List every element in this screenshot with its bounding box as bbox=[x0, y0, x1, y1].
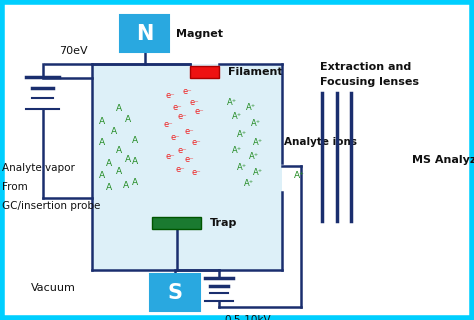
Text: From: From bbox=[2, 182, 28, 192]
Text: e⁻: e⁻ bbox=[194, 108, 204, 116]
Text: Magnet: Magnet bbox=[175, 28, 223, 39]
Text: A⁺: A⁺ bbox=[248, 152, 259, 161]
Text: N: N bbox=[136, 24, 153, 44]
Text: Focusing lenses: Focusing lenses bbox=[320, 76, 419, 87]
Text: 70eV: 70eV bbox=[59, 46, 88, 56]
Text: A: A bbox=[132, 157, 138, 166]
Text: A⁺: A⁺ bbox=[227, 98, 237, 107]
Text: A: A bbox=[99, 172, 105, 180]
Text: e⁻: e⁻ bbox=[166, 152, 175, 161]
Text: Analyte ions: Analyte ions bbox=[284, 137, 357, 148]
Text: A: A bbox=[116, 167, 121, 176]
Text: e⁻: e⁻ bbox=[190, 98, 199, 107]
Text: 0.5-10kV: 0.5-10kV bbox=[224, 315, 271, 320]
Text: A: A bbox=[106, 183, 112, 192]
Text: A⁺: A⁺ bbox=[232, 146, 242, 155]
Text: e⁻: e⁻ bbox=[171, 133, 180, 142]
Text: e⁻: e⁻ bbox=[175, 165, 185, 174]
Text: Extraction and: Extraction and bbox=[320, 62, 411, 72]
Text: Vacuum: Vacuum bbox=[31, 283, 76, 293]
Text: A⁺: A⁺ bbox=[232, 112, 242, 121]
Text: A⁺: A⁺ bbox=[253, 138, 264, 147]
Text: e⁻: e⁻ bbox=[178, 112, 187, 121]
Text: e⁻: e⁻ bbox=[192, 138, 201, 147]
Text: A⁺: A⁺ bbox=[294, 172, 305, 180]
Text: e⁻: e⁻ bbox=[166, 92, 175, 100]
Text: A: A bbox=[111, 127, 117, 136]
Text: A: A bbox=[99, 138, 105, 147]
Text: e⁻: e⁻ bbox=[185, 156, 194, 164]
Text: A: A bbox=[99, 117, 105, 126]
Text: A: A bbox=[125, 116, 131, 124]
FancyBboxPatch shape bbox=[119, 15, 169, 52]
Bar bbox=[190, 66, 219, 78]
Text: A: A bbox=[125, 156, 131, 164]
Text: A: A bbox=[123, 181, 128, 190]
Text: S: S bbox=[168, 283, 183, 303]
Bar bbox=[92, 64, 282, 270]
Text: A⁺: A⁺ bbox=[253, 168, 264, 177]
Text: Analyte vapor: Analyte vapor bbox=[2, 163, 75, 173]
Text: e⁻: e⁻ bbox=[192, 168, 201, 177]
FancyBboxPatch shape bbox=[151, 275, 200, 311]
Text: A: A bbox=[116, 104, 121, 113]
Text: e⁻: e⁻ bbox=[164, 120, 173, 129]
Text: A⁺: A⁺ bbox=[246, 103, 256, 112]
Text: A⁺: A⁺ bbox=[251, 119, 261, 128]
Text: A: A bbox=[132, 178, 138, 187]
Text: A⁺: A⁺ bbox=[244, 180, 254, 188]
Text: e⁻: e⁻ bbox=[178, 146, 187, 155]
Text: e⁻: e⁻ bbox=[182, 87, 192, 96]
Text: A: A bbox=[106, 159, 112, 168]
Text: Filament: Filament bbox=[228, 67, 282, 77]
Text: A: A bbox=[116, 146, 121, 155]
Bar bbox=[152, 217, 201, 229]
Text: A: A bbox=[132, 136, 138, 145]
Text: MS Analyzer: MS Analyzer bbox=[412, 155, 474, 165]
Text: e⁻: e⁻ bbox=[185, 127, 194, 136]
Text: e⁻: e⁻ bbox=[173, 103, 182, 112]
Text: Trap: Trap bbox=[210, 218, 237, 228]
Text: A⁺: A⁺ bbox=[237, 163, 247, 172]
Text: A⁺: A⁺ bbox=[237, 130, 247, 139]
Text: GC/insertion probe: GC/insertion probe bbox=[2, 201, 101, 212]
